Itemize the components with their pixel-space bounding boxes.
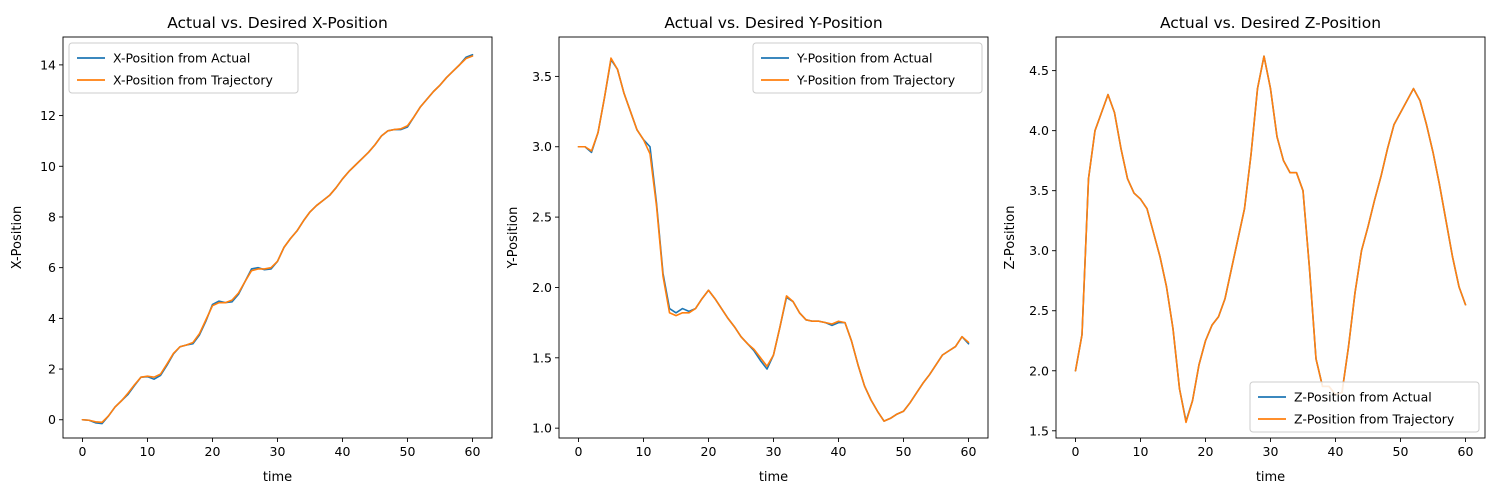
y-tick-label: 0 xyxy=(48,412,56,427)
x-tick-label: 10 xyxy=(636,444,652,459)
chart-title: Actual vs. Desired X-Position xyxy=(167,14,388,32)
series-line-trajectory xyxy=(1074,55,1467,424)
y-tick-label: 3.0 xyxy=(532,139,552,154)
x-tick-label: 40 xyxy=(335,444,351,459)
y-tick-label: 2 xyxy=(48,362,56,377)
x-axis-label: time xyxy=(759,470,788,485)
y-tick-label: 2.0 xyxy=(532,280,552,295)
legend-label: X-Position from Trajectory xyxy=(113,73,273,88)
x-tick-label: 20 xyxy=(205,444,221,459)
x-tick-label: 0 xyxy=(1072,444,1080,459)
series-line-trajectory xyxy=(577,57,970,422)
y-tick-label: 3.5 xyxy=(1029,183,1049,198)
x-tick-label: 50 xyxy=(1393,444,1409,459)
y-axis-label: Z-Position xyxy=(1003,206,1018,270)
chart-title: Actual vs. Desired Y-Position xyxy=(664,14,882,32)
y-tick-label: 3.0 xyxy=(1029,243,1049,258)
legend-label: X-Position from Actual xyxy=(113,51,250,66)
y-axis-label: Y-Position xyxy=(506,207,521,270)
x-tick-label: 40 xyxy=(831,444,847,459)
y-tick-label: 2.0 xyxy=(1029,363,1049,378)
legend-box xyxy=(752,42,983,94)
legend-label: Z-Position from Trajectory xyxy=(1294,412,1455,427)
y-tick-label: 4.0 xyxy=(1029,123,1049,138)
x-tick-label: 20 xyxy=(1198,444,1214,459)
legend: X-Position from Actual X-Position from Tr… xyxy=(68,42,299,94)
chart-title: Actual vs. Desired Z-Position xyxy=(1160,14,1381,32)
series-line-actual xyxy=(81,53,474,425)
axes-frame xyxy=(1055,36,1486,439)
x-axis-label: time xyxy=(263,470,292,485)
x-tick-label: 0 xyxy=(79,444,87,459)
x-axis-label: time xyxy=(1256,470,1285,485)
series-line-actual xyxy=(577,58,970,422)
series-line-actual xyxy=(1074,55,1467,422)
legend-label: Y-Position from Trajectory xyxy=(796,73,956,88)
x-tick-label: 0 xyxy=(575,444,583,459)
x-tick-label: 30 xyxy=(1263,444,1279,459)
y-tick-label: 1.0 xyxy=(532,421,552,436)
y-tick-label: 8 xyxy=(48,209,56,224)
x-tick-label: 30 xyxy=(766,444,782,459)
legend-box xyxy=(1249,381,1480,433)
subplot-2: Actual vs. Desired Y-Position 0 10 20 30 40 50… xyxy=(506,14,989,485)
x-tick-label: 50 xyxy=(896,444,912,459)
y-axis-label: X-Position xyxy=(10,206,25,270)
x-tick-label: 50 xyxy=(400,444,416,459)
legend-box xyxy=(68,42,299,94)
x-tick-label: 60 xyxy=(1458,444,1474,459)
legend: Z-Position from Actual Z-Position from Tr… xyxy=(1249,381,1480,433)
legend-label: Z-Position from Actual xyxy=(1294,390,1432,405)
x-tick-label: 20 xyxy=(701,444,717,459)
y-tick-label: 2.5 xyxy=(532,210,552,225)
legend-label: Y-Position from Actual xyxy=(796,51,933,66)
y-tick-label: 4.5 xyxy=(1029,63,1049,78)
x-tick-label: 60 xyxy=(961,444,977,459)
y-tick-label: 6 xyxy=(48,260,56,275)
axes-frame xyxy=(558,36,989,439)
x-tick-label: 10 xyxy=(1133,444,1149,459)
y-tick-label: 4 xyxy=(48,311,56,326)
subplot-3: Actual vs. Desired Z-Position 0 10 20 30 40 50… xyxy=(1003,14,1486,485)
y-tick-label: 10 xyxy=(40,159,56,174)
y-tick-label: 14 xyxy=(40,57,56,72)
y-tick-label: 2.5 xyxy=(1029,303,1049,318)
y-tick-label: 12 xyxy=(40,108,56,123)
y-tick-label: 3.5 xyxy=(532,69,552,84)
series-line-trajectory xyxy=(81,55,474,424)
x-tick-label: 60 xyxy=(465,444,481,459)
y-tick-label: 1.5 xyxy=(532,350,552,365)
x-tick-label: 40 xyxy=(1328,444,1344,459)
legend: Y-Position from Actual Y-Position from Tr… xyxy=(752,42,983,94)
y-tick-label: 1.5 xyxy=(1029,423,1049,438)
x-tick-label: 30 xyxy=(270,444,286,459)
x-tick-label: 10 xyxy=(140,444,156,459)
